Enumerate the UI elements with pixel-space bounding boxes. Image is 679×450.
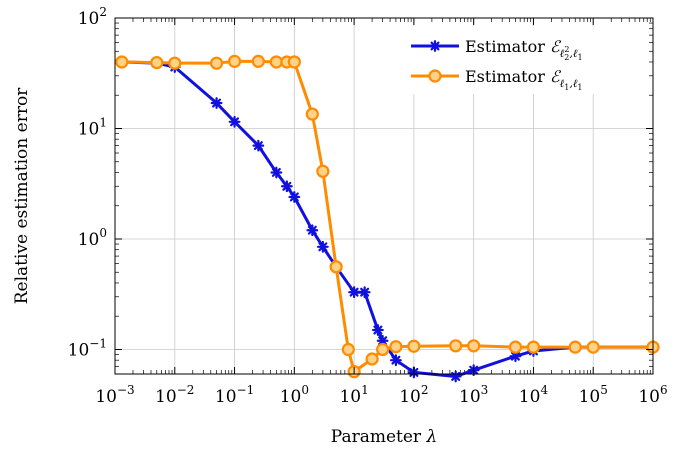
data-point — [228, 115, 241, 128]
legend: Estimator ℰℓ22,ℓ1 Estimator ℰℓ1,ℓ1 — [405, 26, 645, 94]
data-point — [376, 342, 390, 357]
data-point — [252, 139, 265, 152]
data-point — [280, 180, 293, 193]
legend-entry-2: Estimator ℰℓ1,ℓ1 — [411, 67, 583, 92]
data-point — [526, 340, 541, 354]
data-point — [358, 286, 371, 299]
data-point — [227, 54, 242, 68]
data-point — [306, 224, 319, 237]
x-tick-labels: 10−3 10−2 10−1 100 101 102 103 104 105 106 — [95, 383, 667, 407]
data-point — [371, 324, 384, 336]
x-tick-label: 101 — [339, 383, 368, 407]
data-point — [288, 191, 301, 203]
data-point — [269, 55, 283, 69]
x-tick-label: 10−2 — [155, 383, 194, 407]
legend-label: Estimator ℰℓ22,ℓ1 — [465, 37, 583, 62]
data-point — [407, 339, 421, 353]
data-point — [210, 97, 223, 109]
data-point — [287, 55, 301, 69]
legend-entry-1: Estimator ℰℓ22,ℓ1 — [411, 37, 583, 62]
data-point — [168, 56, 182, 70]
data-point — [467, 339, 481, 353]
x-tick-label: 100 — [280, 383, 309, 407]
data-point — [150, 55, 164, 70]
series-line — [121, 60, 653, 378]
y-tick-label: 100 — [78, 226, 107, 250]
data-point — [115, 55, 129, 69]
data-point — [341, 342, 355, 357]
x-tick-label: 103 — [459, 383, 488, 407]
data-point — [365, 352, 379, 366]
data-point — [251, 54, 265, 68]
data-point — [316, 164, 330, 178]
series-layer — [115, 54, 660, 383]
data-point — [329, 260, 343, 274]
data-point — [508, 340, 523, 354]
data-point — [376, 334, 389, 347]
data-point — [449, 370, 462, 383]
x-tick-label: 105 — [579, 383, 608, 407]
data-point — [586, 340, 600, 354]
series-line — [121, 59, 653, 374]
x-tick-label: 106 — [638, 383, 667, 407]
x-axis-label-symbol: λ — [425, 427, 437, 447]
major-ticks — [114, 17, 654, 374]
data-point — [389, 340, 403, 354]
legend-box — [405, 26, 645, 94]
data-point — [389, 354, 402, 367]
y-tick-labels: 10−1 100 101 102 — [68, 5, 107, 360]
x-tick-label: 102 — [399, 383, 428, 407]
data-point — [209, 56, 224, 70]
legend-label: Estimator ℰℓ1,ℓ1 — [465, 67, 583, 92]
plot-frame — [114, 17, 654, 375]
legend-marker — [428, 69, 442, 83]
data-point — [348, 286, 361, 299]
data-point — [449, 339, 463, 353]
x-axis-label-text: Parameter — [331, 427, 422, 447]
x-tick-label: 10−3 — [95, 383, 134, 407]
data-point — [568, 340, 582, 354]
data-point — [305, 107, 319, 121]
y-tick-label: 102 — [78, 5, 107, 29]
x-tick-label: 10−1 — [215, 383, 254, 407]
series-2 — [115, 54, 660, 379]
x-axis-label: Parameter λ — [331, 427, 437, 447]
y-axis-label: Relative estimation error — [12, 87, 32, 304]
data-point — [316, 240, 329, 253]
data-point — [270, 166, 283, 179]
y-tick-label: 10−1 — [68, 336, 107, 360]
y-tick-label: 101 — [78, 115, 107, 139]
legend-marker — [429, 40, 441, 52]
series-1 — [115, 56, 659, 383]
x-tick-label: 104 — [519, 383, 549, 407]
